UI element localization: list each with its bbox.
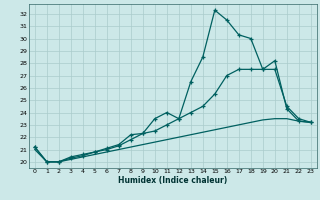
X-axis label: Humidex (Indice chaleur): Humidex (Indice chaleur) bbox=[118, 176, 228, 185]
